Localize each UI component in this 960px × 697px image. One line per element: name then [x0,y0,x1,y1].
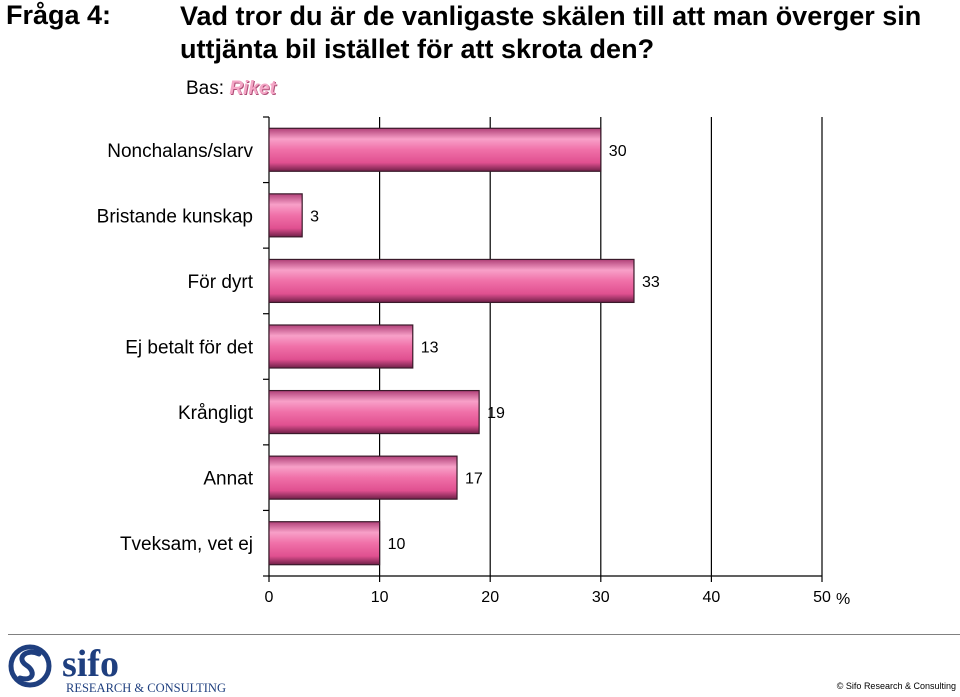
question-text: Vad tror du är de vanligaste skälen till… [180,1,922,64]
logo-text: sifo [62,643,119,685]
bar [268,455,458,500]
data-label: 13 [421,340,439,357]
base-value: Riket [229,78,276,99]
x-tick-label: 20 [481,589,499,606]
base-line: Bas: Riket [186,78,276,100]
x-axis-unit: % [836,591,850,608]
x-tick-label: 30 [592,589,610,606]
category-label: Krångligt [178,403,254,424]
bar [268,193,303,238]
data-label: 19 [487,405,505,422]
labels: 0 10 20 30 40 50 % Nonchalans/slarv 30 Bristande … [97,141,851,608]
category-label: Nonchalans/slarv [107,141,253,162]
data-label: 30 [609,143,627,160]
bar [268,258,635,304]
bars [268,127,635,566]
bar [268,521,381,566]
data-label: 17 [465,471,483,488]
copyright: © Sifo Research & Consulting [836,681,956,691]
category-label: Ej betalt för det [125,338,254,359]
x-tick-label: 0 [265,589,274,606]
data-label: 33 [642,274,660,291]
bar [268,324,414,369]
logo-tagline: RESEARCH & CONSULTING [66,681,226,695]
bar [268,389,480,435]
x-tick-label: 50 [813,589,831,606]
sifo-swirl-icon [8,644,52,688]
x-tick-label: 10 [371,589,389,606]
data-label: 3 [310,208,319,225]
data-label: 10 [388,536,406,553]
category-label: Tveksam, vet ej [120,534,253,555]
bar-chart: 0 10 20 30 40 50 % Nonchalans/slarv 30 Bristande … [97,116,851,608]
category-label: För dyrt [188,272,254,293]
category-label: Annat [203,469,253,490]
base-label: Bas: [186,78,225,99]
category-label: Bristande kunskap [97,206,253,227]
x-tick-label: 40 [703,589,721,606]
footer-divider [8,634,960,635]
sifo-logo: sifo RESEARCH & CONSULTING [8,643,226,695]
bar [268,127,602,172]
question-label: Fråga 4: [6,0,112,30]
